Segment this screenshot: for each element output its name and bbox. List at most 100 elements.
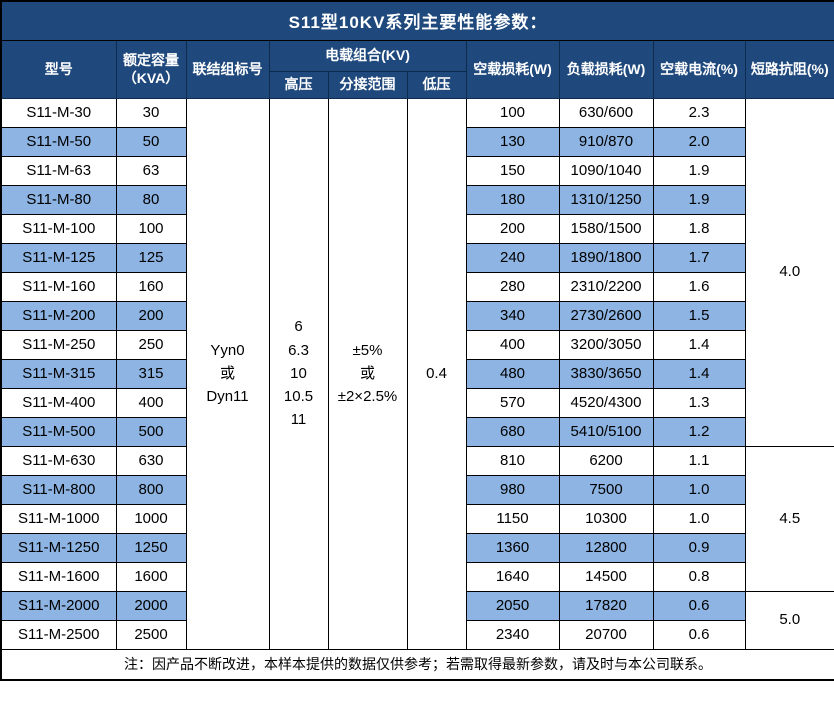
no-load-current-cell: 2.0 [652, 126, 746, 157]
capacity-cell: 1000 [115, 503, 187, 534]
model-cell: S11-M-125 [0, 242, 117, 273]
table-row: S11-M-800 800 980 7500 1.0 [0, 474, 834, 505]
load-loss-cell: 17820 [558, 590, 654, 621]
load-loss-cell: 3200/3050 [558, 329, 654, 360]
capacity-cell: 80 [115, 184, 187, 215]
table-row: S11-M-2500 2500 2340 20700 0.6 [0, 619, 834, 650]
footer-note: 注：因产品不断改进，本样本提供的数据仅供参考；若需取得最新参数，请及时与本公司联… [0, 648, 834, 681]
model-cell: S11-M-80 [0, 184, 117, 215]
col-header-hv: 高压 [268, 70, 329, 99]
col-header-voltage-group: 电载组合(KV) [268, 39, 467, 72]
capacity-cell: 630 [115, 445, 187, 476]
load-loss-cell: 2730/2600 [558, 300, 654, 331]
load-loss-cell: 910/870 [558, 126, 654, 157]
transformer-spec-table: S11型10KV系列主要性能参数： 型号 额定容量 （KVA） 联结组标号 电载组… [0, 0, 834, 681]
table-row: S11-M-315 315 480 3830/3650 1.4 [0, 358, 834, 389]
header-row-1: 型号 额定容量 （KVA） 联结组标号 电载组合(KV) 空载损耗(W) 负载损耗… [0, 39, 834, 99]
no-load-current-cell: 0.8 [652, 561, 746, 592]
no-load-current-cell: 1.6 [652, 271, 746, 302]
model-cell: S11-M-315 [0, 358, 117, 389]
load-loss-cell: 10300 [558, 503, 654, 534]
load-loss-cell: 5410/5100 [558, 416, 654, 447]
capacity-cell: 100 [115, 213, 187, 244]
no-load-loss-cell: 810 [465, 445, 560, 476]
table-row: S11-M-2000 2000 2050 17820 0.6 5.0 [0, 590, 834, 650]
model-cell: S11-M-500 [0, 416, 117, 447]
table-row: S11-M-400 400 570 4520/4300 1.3 [0, 387, 834, 418]
capacity-cell: 800 [115, 474, 187, 505]
col-header-connection: 联结组标号 [185, 39, 270, 99]
no-load-current-cell: 1.9 [652, 184, 746, 215]
col-header-model: 型号 [0, 39, 117, 99]
no-load-loss-cell: 980 [465, 474, 560, 505]
model-cell: S11-M-63 [0, 155, 117, 186]
load-loss-cell: 12800 [558, 532, 654, 563]
table-row: S11-M-100 100 200 1580/1500 1.8 [0, 213, 834, 244]
col-header-tap: 分接范围 [327, 70, 408, 99]
capacity-cell: 400 [115, 387, 187, 418]
table-row: S11-M-630 630 810 6200 1.1 4.5 [0, 445, 834, 592]
table-row: S11-M-125 125 240 1890/1800 1.7 [0, 242, 834, 273]
no-load-current-cell: 1.7 [652, 242, 746, 273]
no-load-current-cell: 1.0 [652, 474, 746, 505]
no-load-loss-cell: 180 [465, 184, 560, 215]
no-load-loss-cell: 340 [465, 300, 560, 331]
load-loss-cell: 4520/4300 [558, 387, 654, 418]
no-load-loss-cell: 130 [465, 126, 560, 157]
no-load-loss-cell: 480 [465, 358, 560, 389]
capacity-cell: 2000 [115, 590, 187, 621]
no-load-current-cell: 1.4 [652, 329, 746, 360]
capacity-cell: 125 [115, 242, 187, 273]
model-cell: S11-M-2500 [0, 619, 117, 650]
capacity-cell: 200 [115, 300, 187, 331]
load-loss-cell: 7500 [558, 474, 654, 505]
no-load-current-cell: 0.6 [652, 590, 746, 621]
no-load-current-cell: 1.8 [652, 213, 746, 244]
col-header-lv: 低压 [406, 70, 467, 99]
load-loss-cell: 1580/1500 [558, 213, 654, 244]
capacity-cell: 160 [115, 271, 187, 302]
no-load-loss-cell: 570 [465, 387, 560, 418]
model-cell: S11-M-50 [0, 126, 117, 157]
table-row: S11-M-30 30 Yyn0 或 Dyn11 6 6.3 10 10.5 11 ±5% 或 ±2×2… [0, 97, 834, 650]
no-load-loss-cell: 1360 [465, 532, 560, 563]
model-cell: S11-M-200 [0, 300, 117, 331]
load-loss-cell: 14500 [558, 561, 654, 592]
capacity-cell: 250 [115, 329, 187, 360]
header-row-2: 高压 分接范围 低压 [1, 70, 834, 99]
load-loss-cell: 20700 [558, 619, 654, 650]
model-cell: S11-M-1600 [0, 561, 117, 592]
no-load-loss-cell: 280 [465, 271, 560, 302]
no-load-current-cell: 1.5 [652, 300, 746, 331]
table-row: S11-M-160 160 280 2310/2200 1.6 [0, 271, 834, 302]
high-voltage-cell: 6 6.3 10 10.5 11 [268, 97, 329, 650]
no-load-loss-cell: 150 [465, 155, 560, 186]
model-cell: S11-M-1250 [0, 532, 117, 563]
no-load-current-cell: 1.2 [652, 416, 746, 447]
connection-group-cell: Yyn0 或 Dyn11 [185, 97, 270, 650]
col-header-no-load-loss: 空载损耗(W) [465, 39, 560, 99]
table-body: S11-M-30 30 Yyn0 或 Dyn11 6 6.3 10 10.5 11 ±5% 或 ±2×2… [0, 97, 834, 650]
capacity-cell: 315 [115, 358, 187, 389]
capacity-cell: 500 [115, 416, 187, 447]
table-row: S11-M-1600 1600 1640 14500 0.8 [0, 561, 834, 592]
no-load-loss-cell: 400 [465, 329, 560, 360]
load-loss-cell: 3830/3650 [558, 358, 654, 389]
model-cell: S11-M-250 [0, 329, 117, 360]
load-loss-cell: 2310/2200 [558, 271, 654, 302]
col-header-load-loss: 负载损耗(W) [558, 39, 654, 99]
table-row: S11-M-200 200 340 2730/2600 1.5 [0, 300, 834, 331]
col-header-impedance: 短路抗阻(%) [744, 39, 834, 99]
load-loss-cell: 1090/1040 [558, 155, 654, 186]
tap-range-cell: ±5% 或 ±2×2.5% [327, 97, 408, 650]
no-load-current-cell: 1.4 [652, 358, 746, 389]
no-load-loss-cell: 1150 [465, 503, 560, 534]
no-load-loss-cell: 200 [465, 213, 560, 244]
no-load-loss-cell: 680 [465, 416, 560, 447]
capacity-header-line2: （KVA） [122, 70, 180, 86]
no-load-current-cell: 0.9 [652, 532, 746, 563]
table-title: S11型10KV系列主要性能参数： [0, 0, 834, 41]
capacity-cell: 1600 [115, 561, 187, 592]
capacity-cell: 1250 [115, 532, 187, 563]
no-load-loss-cell: 1640 [465, 561, 560, 592]
